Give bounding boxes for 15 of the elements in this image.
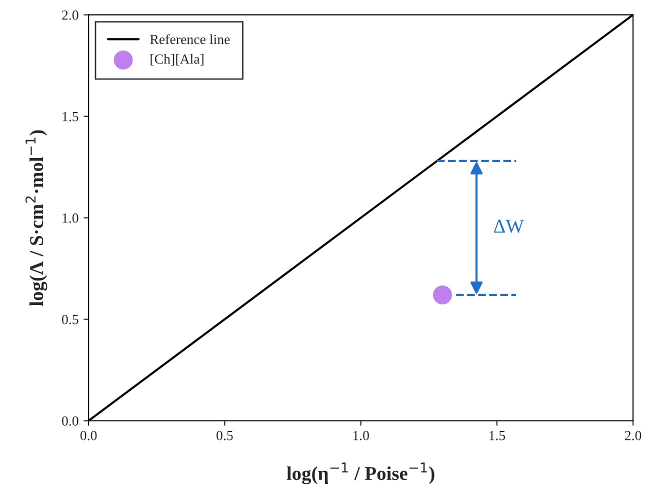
- x-tick-label: 0.0: [80, 430, 97, 440]
- x-tick-label: 0.5: [216, 430, 233, 440]
- legend-label: [Ch][Ala]: [150, 54, 204, 66]
- y-tick-label: 2.0: [62, 10, 78, 20]
- x-axis-title: log(η$^{−1}$ / Poise$^{−1}$): [286, 462, 434, 484]
- y-axis-title: log(Λ / S·cm$^{2}$·mol$^{−1}$): [25, 130, 48, 306]
- y-tick-label: 0.0: [62, 416, 78, 426]
- x-tick-label: 1.5: [489, 430, 506, 440]
- annotation: ΔW: [494, 220, 524, 233]
- y-tick-label: 1.0: [62, 213, 78, 223]
- legend-label: Reference line: [150, 34, 230, 44]
- y-tick-label: 1.5: [62, 112, 78, 122]
- x-tick-label: 1.0: [353, 430, 369, 440]
- y-tick-label: 0.5: [62, 314, 78, 324]
- x-tick-label: 2.0: [624, 430, 642, 440]
